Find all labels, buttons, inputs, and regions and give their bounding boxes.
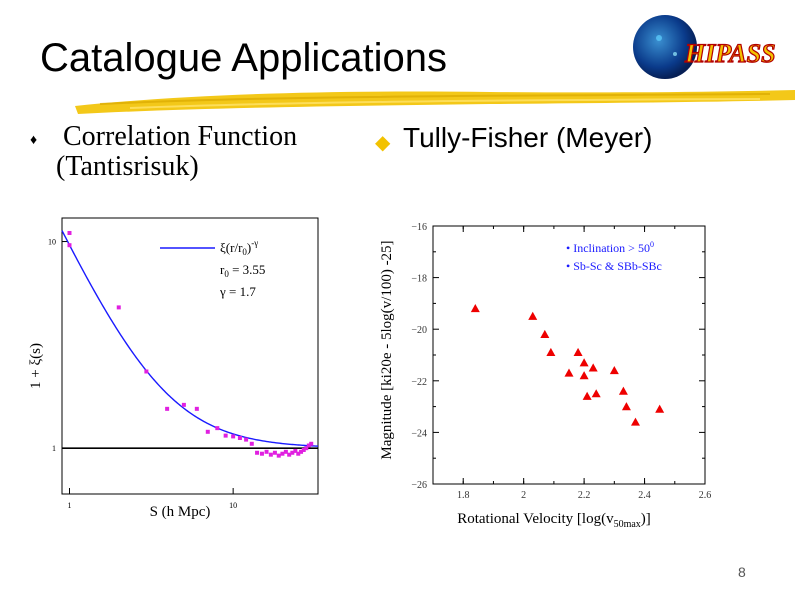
data-point [268,452,273,457]
data-point [579,358,589,367]
data-point [67,230,72,235]
data-point [249,441,254,446]
globe-icon [633,15,697,79]
data-point [264,449,269,454]
tully-fisher-chart: 1.8 2 2.2 2.4 2.6 −16 −18 −20 −22 −24 −26 • Inclina… [379,222,712,530]
data-point [470,304,480,313]
data-point [528,311,538,320]
data-point [165,406,170,411]
data-point [609,365,619,375]
right-bullet-icon: ◆ [375,132,391,154]
x-tick-label: 10 [229,501,237,510]
data-point [591,389,601,398]
data-point [306,443,311,448]
data-point [116,305,121,310]
left-heading: Correlation Function (Tantisrisuk) [56,122,297,182]
annotation-morphology: • Sb-Sc & SBb-SBc [566,259,662,273]
y-tick-label: −24 [411,428,427,439]
data-point [276,453,281,458]
correlation-function-chart: 1 10 1 10 ξ(r/r0)-γ r0 = 3.55 γ = 1.7 S (h Mpc)… [28,217,319,520]
data-point [255,450,260,455]
title-underline-brush [75,90,795,114]
x-axis-label: S (h Mpc) [150,504,211,520]
data-point [290,450,295,455]
y-axis-label: 1 + ξ(s) [28,343,44,389]
data-point [194,406,199,411]
logo-text: HIPASS [684,39,776,68]
data-point [67,243,72,248]
x-tick-label: 2.6 [699,490,712,501]
left-bullet-icon: ♦ [30,133,38,148]
data-point [621,402,631,411]
data-point [231,434,236,439]
data-point [564,368,574,377]
legend-model-label: ξ(r/r0)-γ [220,238,258,257]
data-point [215,426,220,431]
left-heading-line2: (Tantisrisuk) [56,151,199,182]
data-point [618,386,628,395]
data-point [573,347,583,357]
data-point [301,447,306,452]
right-heading: Tully-Fisher (Meyer) [403,122,653,153]
data-point [540,329,550,338]
data-point [237,435,242,440]
data-point [546,347,556,357]
x-axis-label: Rotational Velocity [log(v50max)] [457,511,651,530]
data-point [272,450,277,455]
x-tick-label: 2.2 [578,490,591,501]
y-tick-label: −18 [411,274,427,285]
y-tick-label: −20 [411,325,427,336]
data-point [299,449,304,454]
y-tick-label: 10 [48,238,56,247]
data-point [293,448,298,453]
data-point [630,417,640,426]
data-point [579,371,589,380]
x-tick-label: 2 [521,490,526,501]
page-number: 8 [738,564,746,580]
y-tick-label: −26 [411,480,427,491]
data-point [223,433,228,438]
x-tick-label: 1.8 [457,490,470,501]
legend-gamma-label: γ = 1.7 [219,284,256,299]
y-tick-label: −16 [411,222,427,233]
data-point [181,402,186,407]
y-tick-label: 1 [52,444,56,453]
data-point [582,391,592,400]
x-tick-label: 1 [67,501,71,510]
slide-title: Catalogue Applications [40,36,447,80]
data-point [296,451,301,456]
y-tick-label: −22 [411,377,427,388]
data-point [287,452,292,457]
data-point [588,363,598,372]
x-tick-label: 2.4 [638,490,651,501]
data-point [144,369,149,374]
data-point [309,441,314,446]
data-point [304,446,309,451]
data-point [655,404,665,413]
data-point [205,429,210,434]
annotation-inclination: • Inclination > 500 [566,240,654,255]
data-point [244,437,249,442]
y-axis-label: Magnitude [ki20e - 5log(v/100) -25] [379,240,395,459]
data-point [280,451,285,456]
left-heading-line1: Correlation Function [56,121,298,152]
plot-frame [61,217,319,495]
model-curve [61,230,319,447]
data-point [259,451,264,456]
hipass-logo: HIPASS [633,15,776,79]
data-point [283,449,288,454]
legend-r0-label: r0 = 3.55 [220,262,265,279]
